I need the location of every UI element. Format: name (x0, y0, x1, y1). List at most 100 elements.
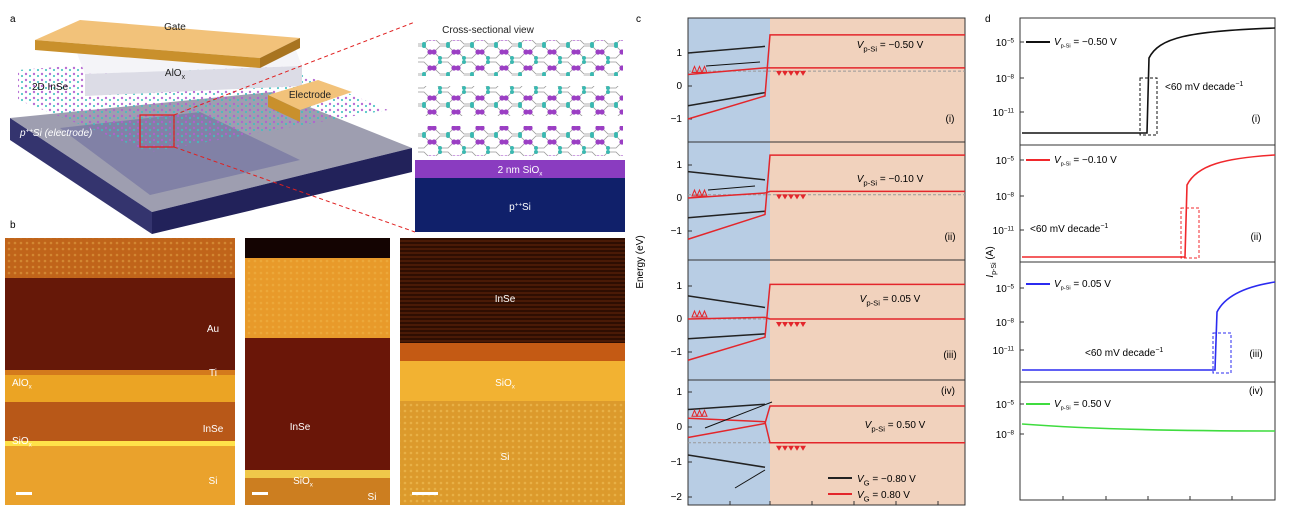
y-tick-label: 10−5​ (996, 37, 1015, 49)
legend-label-part: = 0.05 V (1071, 279, 1112, 290)
slope-box (1181, 208, 1199, 258)
bias-label-part: p-Si (871, 424, 885, 433)
y-tick-label-part: 10 (996, 284, 1008, 295)
label-part: 2 nm SiO (498, 165, 540, 176)
label-part: Gate (164, 22, 186, 33)
legend-label-part: = −0.50 V (1071, 37, 1117, 48)
label-part: Cross-sectional view (442, 25, 534, 36)
image-label: Si (209, 476, 218, 487)
y-tick-label-part: −5 (1007, 37, 1015, 44)
y-tick-label-part: −5 (1007, 283, 1015, 290)
y-tick-label-part: −8 (1007, 429, 1015, 436)
y-tick-label-part: 10 (993, 346, 1005, 357)
legend-label: Vp-Si = 0.50 V (1054, 399, 1111, 411)
y-tick-label: 0 (676, 422, 682, 433)
subpanel-tag: (iv) (941, 386, 955, 397)
scale-bar (16, 492, 32, 495)
image-label-part: AlO (12, 378, 29, 389)
subpanel-tag-part: (iv) (1249, 386, 1263, 397)
y-tick-label: 1 (676, 281, 682, 292)
inse-layer (418, 86, 623, 116)
layer (5, 370, 235, 375)
image-label-part: Si (501, 452, 510, 463)
label: 2 nm SiOx​ (498, 165, 544, 178)
annotation-part: <60 mV decade (1085, 348, 1156, 359)
legend-label-part: = −0.10 V (1071, 155, 1117, 166)
layer (400, 343, 625, 361)
y-tick-label: 10−5​ (996, 399, 1015, 411)
y-tick-label-part: 10 (996, 192, 1008, 203)
layer (5, 402, 235, 441)
image-label-part: InSe (203, 424, 224, 435)
layer (5, 278, 235, 370)
subpanel-tag: (i) (1252, 114, 1261, 125)
panel-letter: d (985, 14, 991, 25)
layer (245, 470, 390, 478)
y-tick-label-part: −11 (1004, 225, 1015, 232)
label: 2D InSe (32, 82, 69, 93)
annotation-part: −1 (1155, 347, 1163, 354)
subpanel-tag: (iii) (1249, 349, 1262, 360)
scale-bar (252, 492, 268, 495)
layer (5, 238, 235, 278)
label-part: 2D InSe (32, 82, 69, 93)
layer (400, 361, 625, 401)
panel-letter: c (636, 14, 641, 25)
label: Gate (164, 22, 186, 33)
y-tick-label-part: 10 (996, 400, 1008, 411)
subpanel-tag-part: (iii) (1249, 349, 1262, 360)
annotation-part: <60 mV decade (1165, 82, 1236, 93)
y-tick-label: 0 (676, 81, 682, 92)
image-label-part: Au (207, 324, 219, 335)
legend-label-part: p-Si (1061, 405, 1071, 411)
inse-layer (418, 126, 623, 156)
band-diagram-frame (688, 18, 965, 505)
y-tick-label: 0 (676, 193, 682, 204)
y-tick-label-part: −5 (1007, 399, 1015, 406)
y-tick-label: 10−11​ (993, 225, 1015, 237)
bias-label-part: = −0.50 V (877, 40, 923, 51)
y-tick-label: 0 (676, 314, 682, 325)
image-label: InSe (495, 294, 516, 305)
layer (245, 238, 390, 258)
legend-label-part: p-Si (1061, 161, 1071, 167)
subpanel-tag: (ii) (944, 232, 955, 243)
y-tick-label: −1 (671, 347, 683, 358)
subpanel-tag-part: (ii) (944, 232, 955, 243)
image-label-part: InSe (495, 294, 516, 305)
y-tick-label-part: −5 (1007, 155, 1015, 162)
scale-bar (412, 492, 438, 495)
y-tick-label-part: −11 (1004, 345, 1015, 352)
y-tick-label-part: 10 (996, 74, 1008, 85)
y-tick-label-part: 10 (996, 430, 1008, 441)
axis-label-part: (A) (985, 246, 996, 262)
y-tick-label: 10−5​ (996, 155, 1015, 167)
page: abcdGateAlOx​2D InSeElectrodep++Si (elec… (0, 0, 1289, 510)
y-tick-label: −2 (671, 492, 683, 503)
image-label: Ti (209, 368, 217, 379)
y-tick-label-part: 10 (993, 108, 1005, 119)
layer (400, 401, 625, 505)
annotation-part: −1 (1100, 223, 1108, 230)
legend-label-part: = −0.80 V (870, 474, 916, 485)
image-label: InSe (290, 422, 311, 433)
legend-label: Vp-Si = −0.10 V (1054, 155, 1117, 167)
layer (245, 338, 390, 470)
subpanel-tag-part: (ii) (1250, 232, 1261, 243)
subpanel-tag: (i) (946, 114, 955, 125)
label-part: Si (electrode) (33, 128, 92, 139)
y-tick-label: 1 (676, 160, 682, 171)
annotation-part: −1 (1235, 81, 1243, 88)
figure: abcdGateAlOx​2D InSeElectrodep++Si (elec… (0, 0, 1289, 510)
label-part: Electrode (289, 90, 332, 101)
legend-label: Vp-Si = 0.05 V (1054, 279, 1111, 291)
layer (5, 441, 235, 446)
y-tick-label-part: −8 (1007, 191, 1015, 198)
subpanel-tag-part: (i) (1252, 114, 1261, 125)
bias-label-part: p-Si (866, 298, 880, 307)
annotation-part: <60 mV decade (1030, 224, 1101, 235)
y-tick-label: 10−11​ (993, 345, 1015, 357)
label: Cross-sectional view (442, 25, 534, 36)
y-tick-label-part: −8 (1007, 317, 1015, 324)
tem-image (400, 238, 625, 505)
